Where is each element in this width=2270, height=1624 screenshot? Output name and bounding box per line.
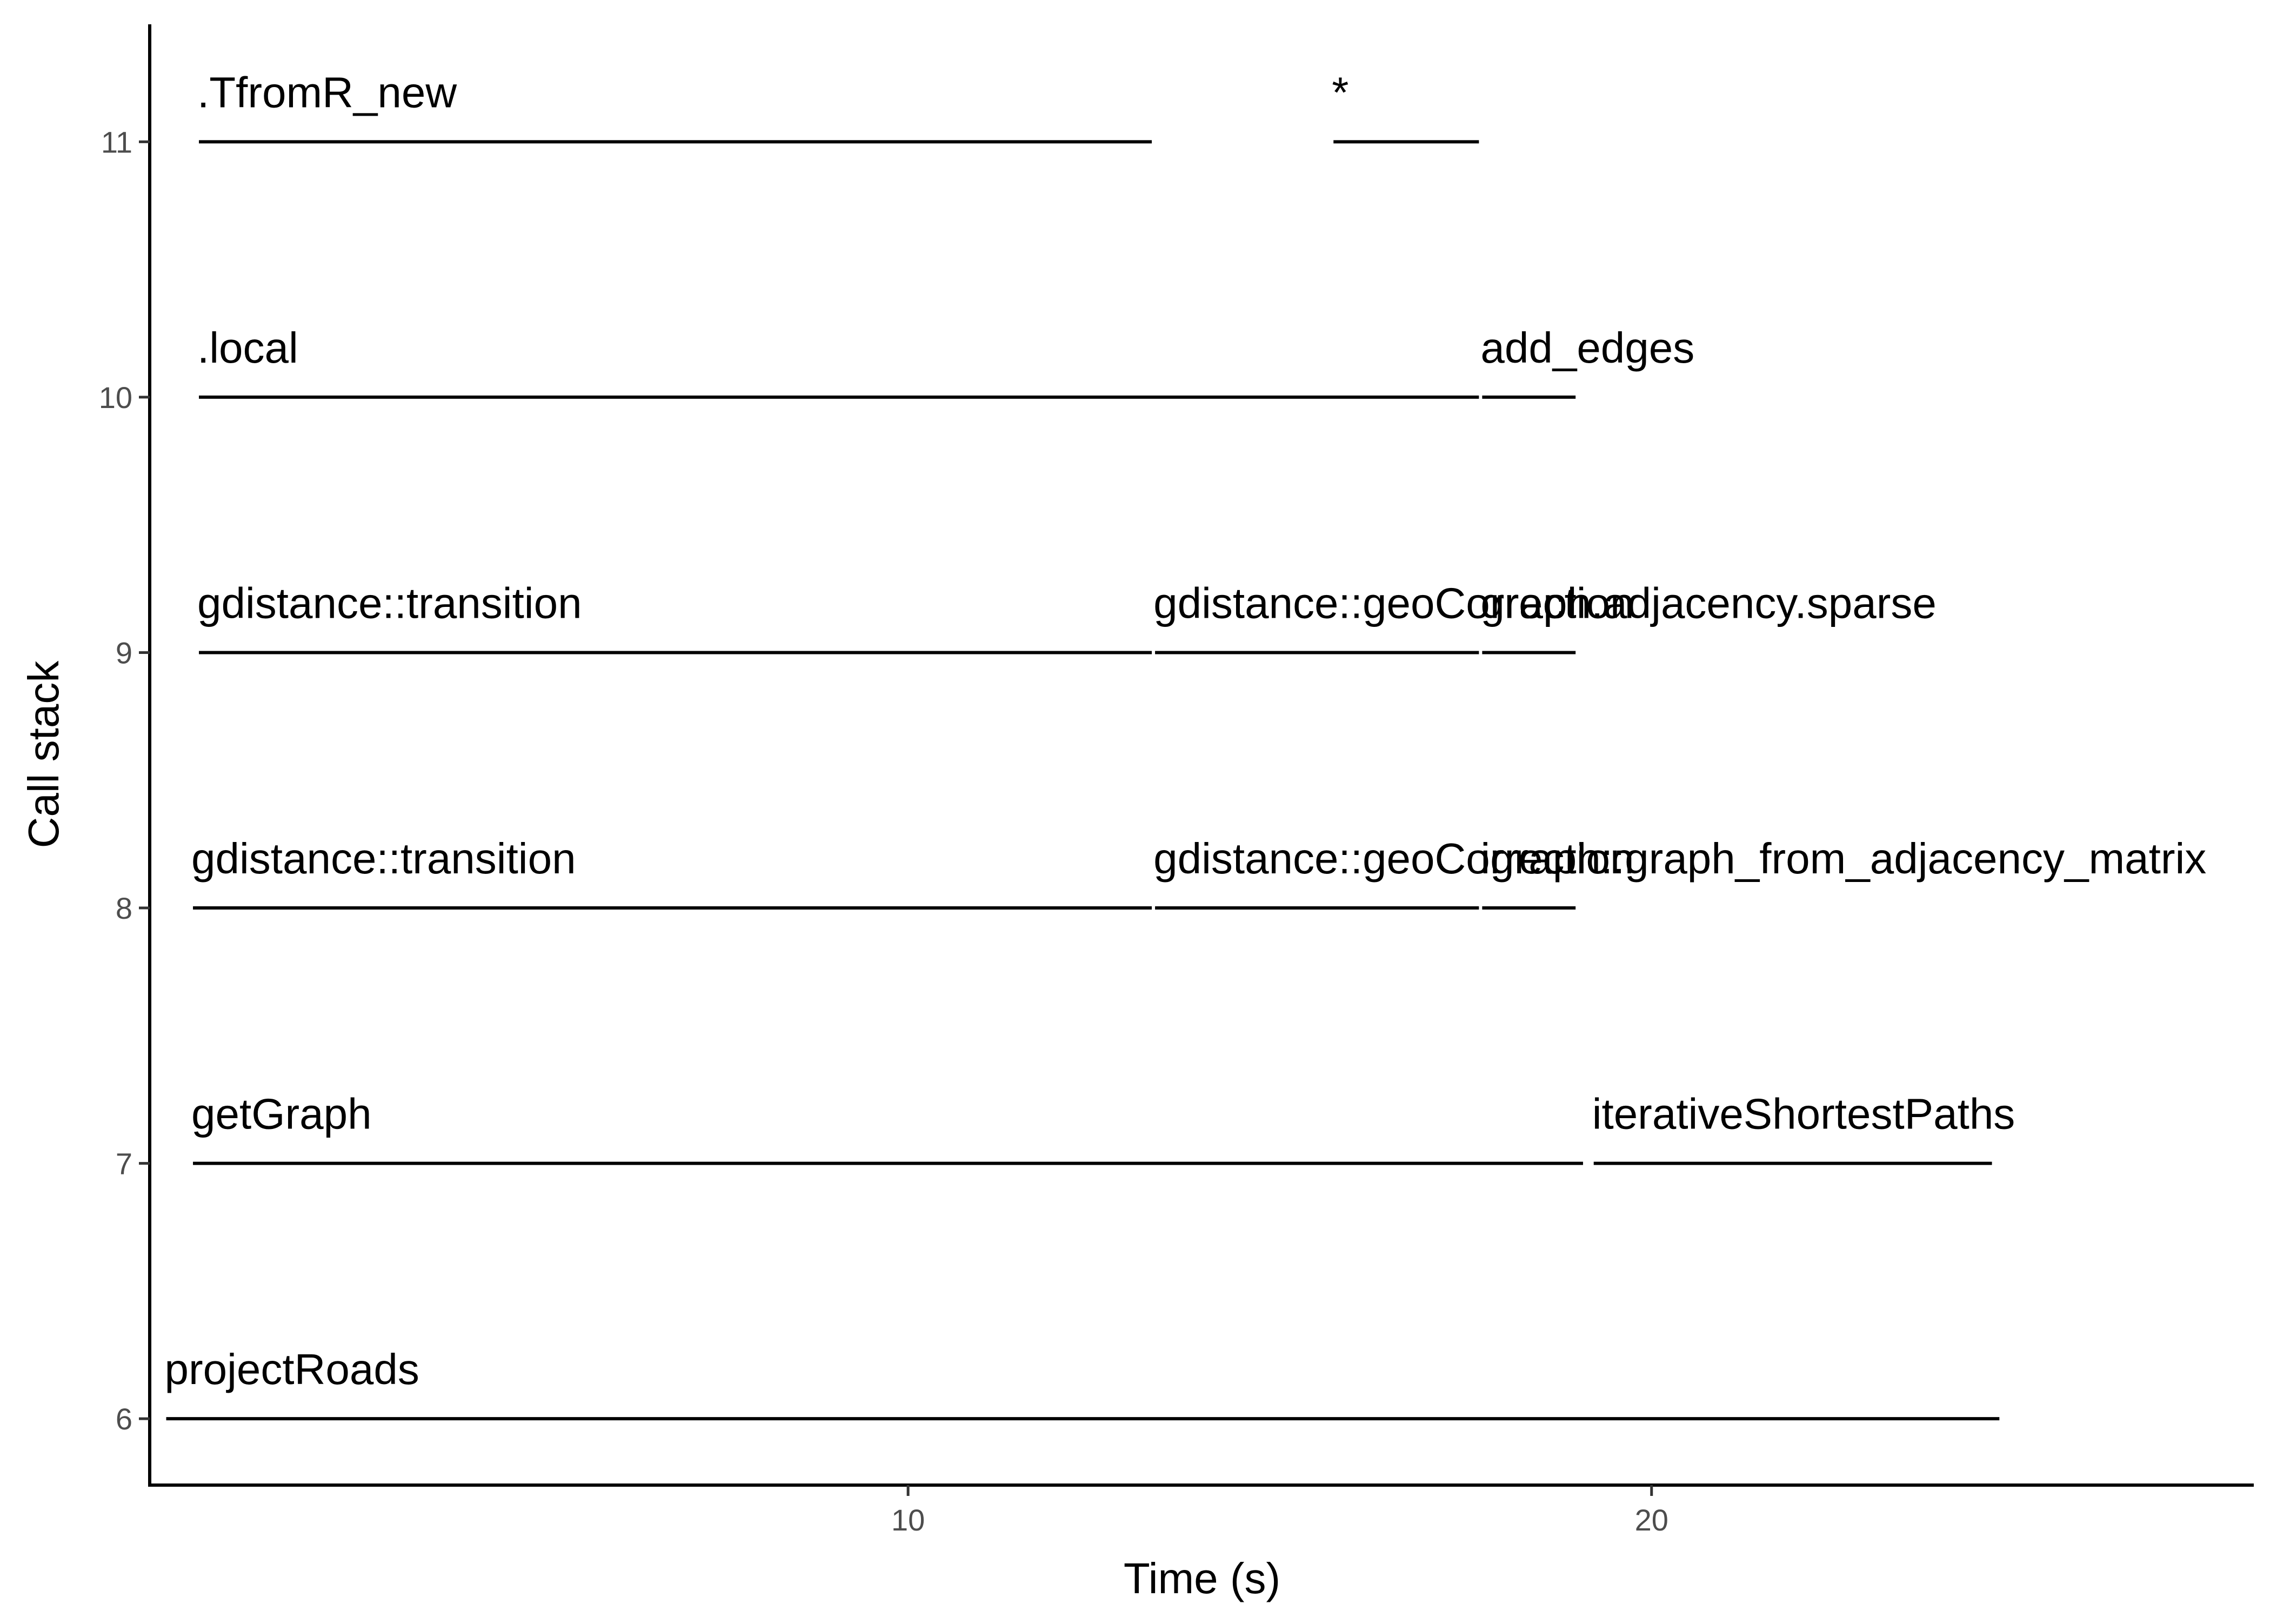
y-axis-title: Call stack	[19, 660, 68, 848]
call-segment-label: gdistance::transition	[191, 834, 576, 883]
call-segment-label: projectRoads	[165, 1345, 419, 1393]
y-tick-label: 11	[101, 125, 132, 159]
call-segment-label: *	[1332, 68, 1348, 116]
call-segment-label: gdistance::transition	[197, 579, 582, 627]
y-tick-label: 10	[99, 380, 132, 415]
call-segment-label: igraph::graph_from_adjacency_matrix	[1480, 834, 2206, 883]
call-segment-label: .TfromR_new	[197, 68, 457, 116]
call-segment-label: graph.adjacency.sparse	[1480, 579, 1936, 627]
axes	[148, 24, 2254, 1487]
x-axis-title: Time (s)	[1124, 1554, 1280, 1602]
x-tick-label: 10	[891, 1503, 925, 1537]
call-segment-label: gdistance::geoCorrection	[1153, 834, 1634, 883]
x-tick-label: 20	[1635, 1503, 1668, 1537]
call-segment-label: getGraph	[191, 1090, 372, 1138]
segment-labels: projectRoads getGraph iterativeShortestPat…	[165, 68, 2207, 1393]
ticks: 6 7 8 9 10 11 10 20	[99, 125, 1668, 1537]
y-tick-label: 7	[116, 1147, 132, 1181]
call-segment-label: iterativeShortestPaths	[1592, 1090, 2015, 1138]
call-segment-label: add_edges	[1480, 324, 1694, 372]
call-segment-label: gdistance::geoCorrection	[1153, 579, 1634, 627]
y-tick-label: 9	[116, 636, 132, 670]
y-tick-label: 8	[116, 891, 132, 925]
call-segment-label: .local	[197, 324, 298, 372]
segments	[166, 140, 2000, 1421]
y-tick-label: 6	[116, 1402, 132, 1436]
